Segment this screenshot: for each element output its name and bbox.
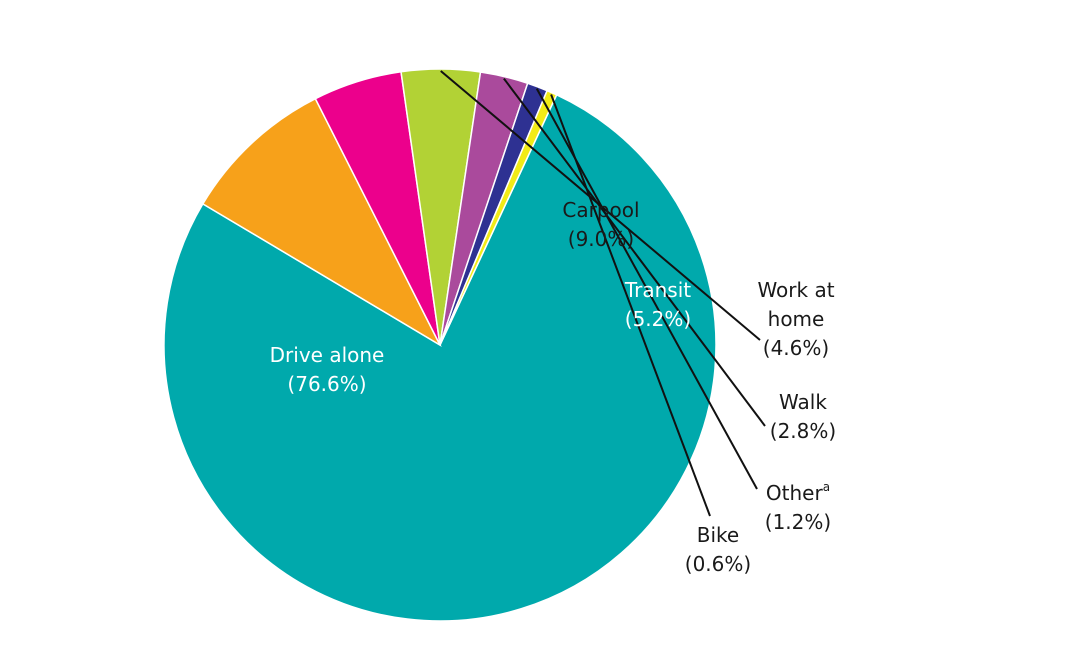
leader-line-walk: [503, 77, 766, 427]
slice-label-transit: Transit (5.2%): [624, 278, 691, 331]
slice-name-carpool: Carpool: [562, 198, 639, 222]
slice-label-other: Othera (1.2%): [765, 480, 831, 534]
slice-name-work-at-home-2: home: [768, 307, 825, 331]
pie-slice-carpool: [201, 97, 442, 347]
slice-pct-work-at-home: (4.6%): [763, 336, 829, 360]
slice-superscript-other: a: [823, 480, 830, 494]
slice-name-bike: Bike: [697, 523, 739, 547]
leader-lines: [440, 70, 766, 517]
slice-pct-carpool: (9.0%): [568, 227, 634, 251]
slice-name-transit: Transit: [624, 278, 691, 302]
slice-label-walk: Walk (2.8%): [770, 390, 836, 443]
slice-label-work-at-home: Work at home (4.6%): [757, 278, 834, 360]
pie-slice-drive-alone: [163, 93, 717, 622]
slice-name-other: Other: [766, 481, 824, 505]
pie-slices: [163, 68, 717, 622]
slice-label-drive-alone: Drive alone (76.6%): [270, 343, 385, 396]
slice-label-carpool: Carpool (9.0%): [562, 198, 639, 251]
pie-slice-bike: [439, 89, 558, 346]
slice-pct-other: (1.2%): [765, 510, 831, 534]
slice-name-work-at-home-1: Work at: [757, 278, 834, 302]
slice-label-bike: Bike (0.6%): [685, 523, 751, 576]
slice-pct-walk: (2.8%): [770, 419, 836, 443]
slice-name-walk: Walk: [779, 390, 827, 414]
slice-pct-drive-alone: (76.6%): [287, 372, 366, 396]
leader-line-bike: [550, 94, 711, 517]
slice-pct-transit: (5.2%): [625, 307, 691, 331]
slice-labels: Drive alone (76.6%) Carpool (9.0%) Transit (5…: [270, 198, 837, 576]
slice-name-drive-alone: Drive alone: [270, 343, 385, 367]
slice-pct-bike: (0.6%): [685, 552, 751, 576]
